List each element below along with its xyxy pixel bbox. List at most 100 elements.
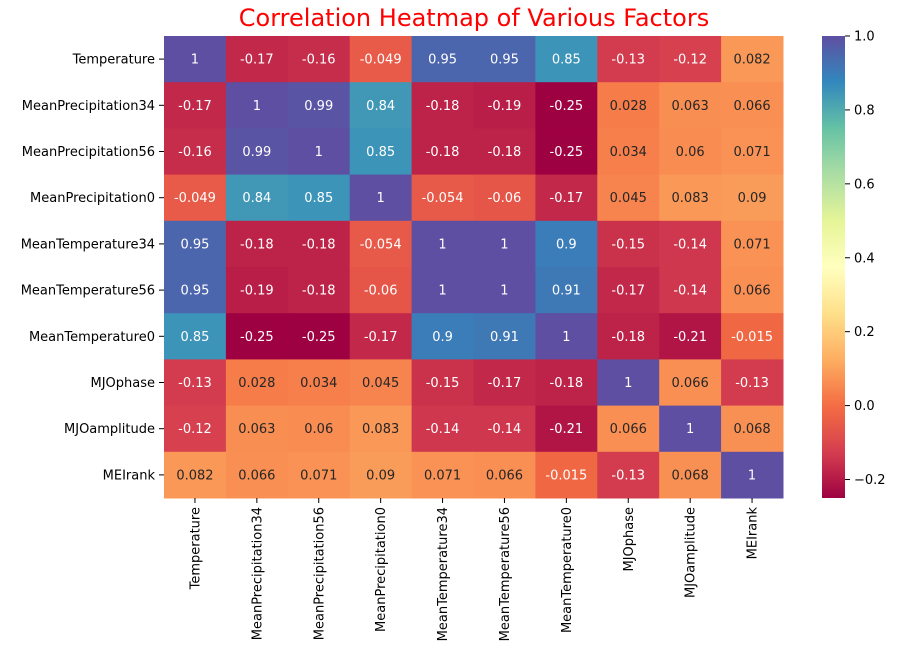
heatmap-cell bbox=[287, 82, 351, 129]
colorbar-tick-label: 1.0 bbox=[854, 30, 875, 45]
cell-value-label: -0.06 bbox=[488, 191, 522, 206]
cell-value-label: -0.06 bbox=[364, 284, 398, 299]
column-label: MeanTemperature0 bbox=[560, 507, 575, 633]
cell-value-label: -0.21 bbox=[550, 422, 584, 437]
cell-value-label: 1 bbox=[315, 145, 323, 160]
cell-value-label: 1 bbox=[377, 191, 385, 206]
cell-value-label: 1 bbox=[748, 468, 756, 483]
heatmap-cell bbox=[225, 313, 289, 360]
heatmap-cell bbox=[535, 174, 598, 222]
cell-value-label: -0.14 bbox=[488, 422, 522, 437]
cell-value-label: 0.99 bbox=[304, 99, 333, 114]
cell-value-label: -0.17 bbox=[178, 99, 212, 114]
heatmap-cell bbox=[597, 82, 660, 129]
heatmap-cell bbox=[225, 267, 289, 314]
cell-value-label: 0.071 bbox=[300, 468, 337, 483]
heatmap-cell bbox=[225, 174, 289, 222]
heatmap-cell bbox=[411, 128, 474, 176]
heatmap-cell bbox=[473, 359, 536, 407]
chart-title: Correlation Heatmap of Various Factors bbox=[238, 4, 710, 32]
heatmap-cell bbox=[721, 405, 784, 453]
colorbar-tick-label: 0.6 bbox=[854, 177, 875, 192]
row-label: MJOphase bbox=[90, 376, 155, 391]
cell-value-label: -0.16 bbox=[302, 53, 336, 68]
cell-value-label: -0.18 bbox=[302, 284, 336, 299]
cell-value-label: -0.17 bbox=[488, 376, 522, 391]
cell-value-label: 0.066 bbox=[610, 422, 647, 437]
heatmap-cell bbox=[287, 36, 351, 83]
cell-value-label: 0.09 bbox=[738, 191, 767, 206]
heatmap-cell bbox=[287, 128, 351, 176]
colorbar-tick-label: 0.4 bbox=[854, 251, 875, 266]
heatmap-cell bbox=[659, 267, 722, 314]
heatmap-cell bbox=[597, 220, 660, 268]
cell-value-label: -0.054 bbox=[360, 237, 402, 252]
cell-value-label: -0.13 bbox=[735, 376, 769, 391]
cell-value-label: -0.18 bbox=[302, 237, 336, 252]
cell-value-label: 0.066 bbox=[733, 99, 770, 114]
column-labels: Temperature MeanPrecipitation34 MeanPrecip… bbox=[188, 498, 761, 641]
heatmap-cell bbox=[659, 405, 722, 453]
colorbar-tick-label: −0.2 bbox=[854, 473, 886, 488]
cell-value-label: 0.84 bbox=[366, 99, 395, 114]
cell-value-label: 0.071 bbox=[733, 237, 770, 252]
cell-value-label: 0.068 bbox=[672, 468, 709, 483]
cell-value-label: 0.045 bbox=[610, 191, 647, 206]
heatmap-cell bbox=[535, 36, 598, 83]
heatmap-cell bbox=[659, 82, 722, 129]
heatmap-cell bbox=[349, 82, 413, 129]
cell-value-label: 0.95 bbox=[428, 53, 457, 68]
cell-value-label: 1 bbox=[438, 284, 446, 299]
heatmap-cell bbox=[473, 405, 536, 453]
heatmap-cell bbox=[597, 128, 660, 176]
cell-value-label: 0.028 bbox=[238, 376, 275, 391]
cell-value-label: 1 bbox=[500, 237, 508, 252]
heatmap-cell bbox=[225, 82, 289, 129]
cell-value-label: 0.066 bbox=[672, 376, 709, 391]
cell-value-label: -0.14 bbox=[673, 284, 707, 299]
heatmap-cell bbox=[659, 451, 722, 499]
row-label: MeanTemperature0 bbox=[29, 330, 155, 345]
row-labels: Temperature MeanPrecipitation34 MeanPrecip… bbox=[21, 53, 164, 483]
cell-value-label: 0.028 bbox=[610, 99, 647, 114]
heatmap-cell bbox=[349, 174, 413, 222]
heatmap-cell bbox=[349, 36, 413, 83]
cell-value-label: -0.17 bbox=[611, 284, 645, 299]
heatmap-cell bbox=[411, 405, 474, 453]
heatmap-cell bbox=[164, 451, 227, 499]
cell-value-label: -0.15 bbox=[611, 237, 645, 252]
cell-value-label: 1 bbox=[438, 237, 446, 252]
cell-value-label: -0.16 bbox=[178, 145, 212, 160]
cell-value-label: -0.049 bbox=[360, 53, 402, 68]
heatmap-cell bbox=[473, 128, 536, 176]
cell-value-label: 0.95 bbox=[490, 53, 519, 68]
cell-value-label: -0.17 bbox=[240, 53, 274, 68]
heatmap-cell bbox=[411, 220, 474, 268]
cell-value-label: -0.25 bbox=[550, 145, 584, 160]
heatmap-cell bbox=[349, 451, 413, 499]
cell-value-label: 0.85 bbox=[304, 191, 333, 206]
heatmap-cell bbox=[411, 267, 474, 314]
cell-value-label: 0.083 bbox=[362, 422, 399, 437]
heatmap-cell bbox=[721, 267, 784, 314]
column-label: MeanPrecipitation34 bbox=[250, 507, 265, 640]
cell-value-label: -0.18 bbox=[488, 145, 522, 160]
cell-value-label: -0.17 bbox=[364, 330, 398, 345]
heatmap-cell bbox=[349, 313, 413, 360]
heatmap-cell bbox=[535, 359, 598, 407]
heatmap-cell bbox=[473, 36, 536, 83]
heatmap-cells: 1 -0.17 -0.16 -0.049 0.95 0.95 0.85 -0.13 -0.12 0… bbox=[164, 36, 784, 499]
heatmap-cell bbox=[535, 82, 598, 129]
heatmap-cell bbox=[597, 405, 660, 453]
cell-value-label: -0.18 bbox=[611, 330, 645, 345]
cell-value-label: -0.18 bbox=[550, 376, 584, 391]
cell-value-label: 0.066 bbox=[486, 468, 523, 483]
cell-value-label: 0.09 bbox=[366, 468, 395, 483]
cell-value-label: 0.06 bbox=[304, 422, 333, 437]
heatmap-cell bbox=[225, 128, 289, 176]
cell-value-label: 0.071 bbox=[424, 468, 461, 483]
cell-value-label: -0.12 bbox=[673, 53, 707, 68]
heatmap-cell bbox=[473, 313, 536, 360]
heatmap-cell bbox=[225, 36, 289, 83]
cell-value-label: -0.12 bbox=[178, 422, 212, 437]
